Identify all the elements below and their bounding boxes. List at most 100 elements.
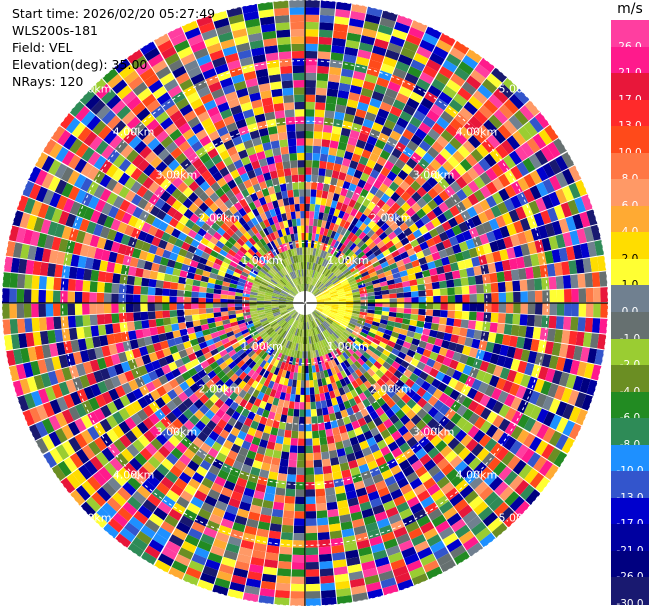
- radar-gate: [224, 199, 234, 209]
- radar-gate: [301, 314, 304, 322]
- radar-gate: [300, 322, 303, 330]
- radar-gate: [331, 170, 340, 179]
- radar-gate: [242, 243, 250, 252]
- radar-gate: [305, 109, 315, 117]
- radar-gate: [214, 207, 224, 218]
- radar-gate: [285, 250, 290, 258]
- radar-gate: [286, 481, 296, 490]
- radar-gate: [336, 355, 344, 364]
- radar-gate: [288, 459, 297, 468]
- radar-gate: [342, 331, 350, 338]
- radar-gate: [387, 257, 396, 266]
- radar-gate: [302, 254, 305, 262]
- radar-gate: [525, 326, 534, 339]
- radar-gate: [337, 346, 345, 354]
- radar-gate: [337, 337, 345, 345]
- radar-gate: [223, 257, 232, 265]
- radar-gate: [385, 408, 395, 419]
- radar-gate: [288, 226, 294, 235]
- radar-gate: [329, 413, 337, 422]
- radar-gate: [373, 314, 382, 319]
- radar-gate: [329, 375, 336, 384]
- radar-gate: [279, 320, 287, 327]
- radar-gate: [276, 480, 287, 489]
- radar-gate: [195, 378, 206, 389]
- radar-gate: [277, 368, 284, 377]
- radar-gate: [188, 265, 197, 274]
- radar-gate: [314, 309, 322, 315]
- radar-gate: [343, 285, 351, 291]
- radar-gate: [261, 352, 268, 360]
- radar-gate: [287, 249, 293, 257]
- radar-gate: [318, 36, 332, 45]
- radar-gate: [415, 376, 425, 387]
- radar-gate: [314, 327, 319, 335]
- radar-gate: [235, 404, 245, 415]
- radar-gate: [284, 315, 291, 321]
- radar-gate: [413, 352, 423, 361]
- radar-gate: [380, 402, 391, 413]
- radar-gate: [264, 194, 272, 204]
- radar-gate: [320, 400, 328, 409]
- radar-gate: [249, 305, 257, 309]
- radar-gate: [394, 241, 404, 250]
- radar-gate: [67, 315, 76, 328]
- radar-gate: [290, 342, 295, 350]
- radar-gate: [301, 373, 305, 381]
- radar-gate: [325, 353, 331, 362]
- radar-gate: [526, 314, 535, 327]
- radar-gate: [284, 205, 291, 213]
- radar-gate: [351, 256, 360, 264]
- radar-gate: [376, 345, 385, 353]
- radar-gate: [305, 351, 308, 359]
- radar-gate: [263, 335, 271, 343]
- radar-gate: [326, 161, 335, 171]
- radar-gate: [294, 394, 301, 403]
- radar-gate: [336, 225, 344, 234]
- radar-gate: [349, 253, 357, 261]
- radar-gate: [278, 261, 285, 269]
- radar-gate: [288, 349, 293, 357]
- radar-gate: [305, 496, 316, 505]
- radar-gate: [437, 324, 447, 333]
- radar-gate: [193, 273, 202, 281]
- radar-gate: [193, 207, 204, 218]
- radar-gate: [490, 312, 499, 323]
- radar-gate: [239, 274, 248, 281]
- radar-gate: [368, 241, 377, 250]
- radar-gate: [360, 296, 368, 300]
- radar-gate: [274, 110, 285, 119]
- radar-gate: [396, 292, 405, 298]
- radar-gate: [325, 428, 334, 437]
- radar-gate: [31, 303, 39, 318]
- radar-gate: [291, 50, 305, 59]
- radar-gate: [227, 303, 235, 308]
- radar-gate: [274, 335, 281, 343]
- radar-gate: [324, 391, 331, 401]
- radar-gate: [289, 280, 295, 288]
- radar-gate: [319, 553, 333, 562]
- radar-gate: [311, 277, 315, 285]
- radar-gate: [287, 282, 293, 289]
- radar-gate: [221, 183, 231, 194]
- radar-gate: [210, 348, 219, 357]
- radar-gate: [410, 285, 419, 292]
- radar-gate: [265, 346, 273, 354]
- radar-gate: [276, 383, 284, 392]
- radar-gate: [194, 388, 205, 399]
- radar-gate: [349, 320, 357, 326]
- radar-gate: [339, 244, 347, 252]
- radar-gate: [234, 395, 243, 405]
- radar-gate: [340, 254, 347, 262]
- radar-gate: [9, 288, 17, 303]
- radar-gate: [322, 465, 332, 475]
- radar-gate: [432, 309, 441, 317]
- radar-gate: [584, 317, 594, 333]
- radar-gate: [222, 281, 231, 287]
- radar-gate: [330, 324, 337, 331]
- radar-gate: [295, 343, 299, 351]
- radar-gate: [359, 344, 368, 352]
- radar-gate: [305, 511, 317, 519]
- radar-gate: [287, 341, 293, 349]
- radar-gate: [385, 197, 396, 208]
